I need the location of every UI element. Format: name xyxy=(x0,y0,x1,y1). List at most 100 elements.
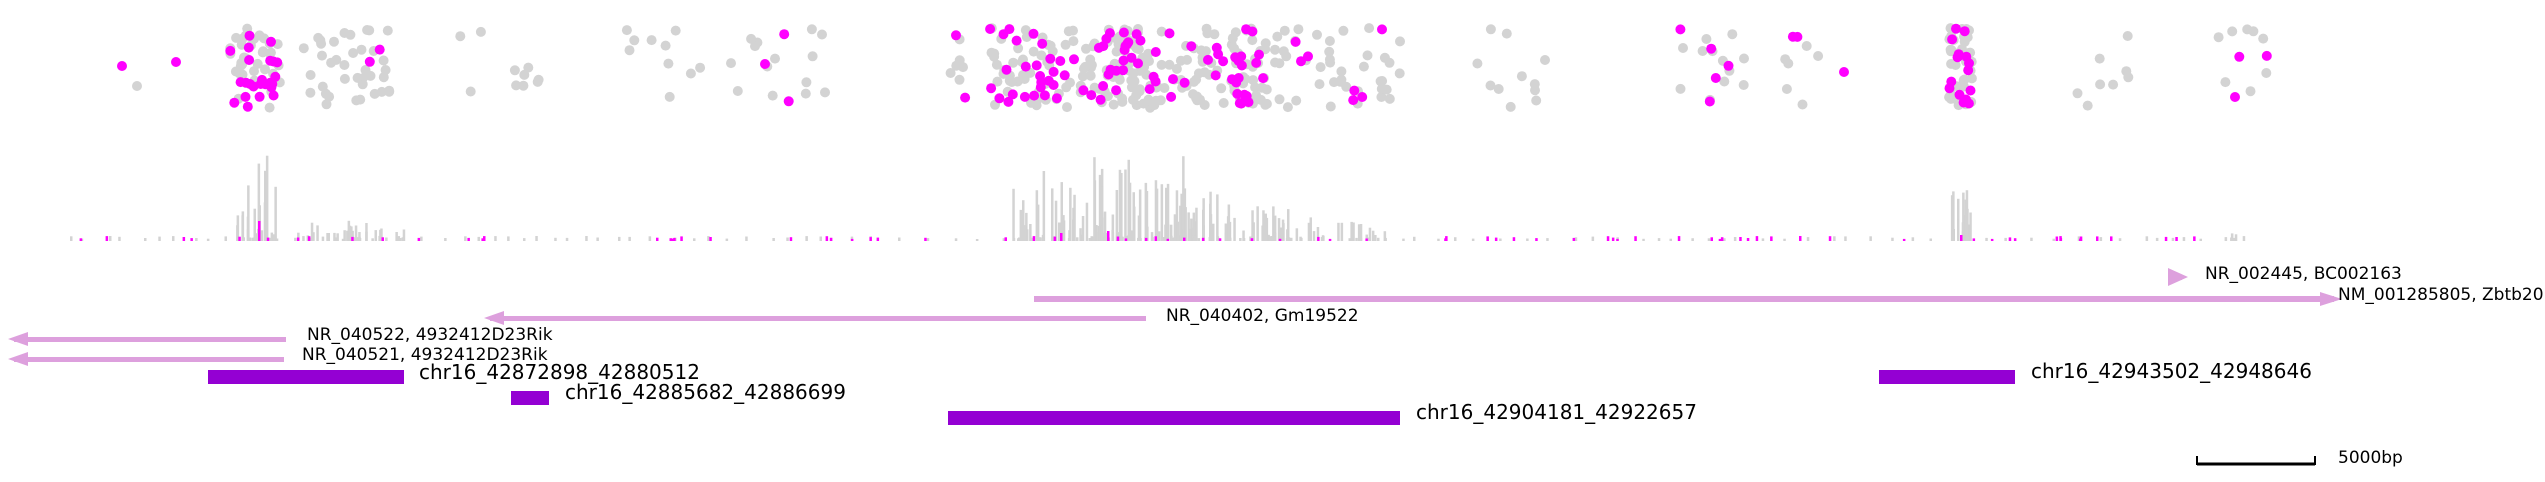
coverage-bar xyxy=(1272,206,1275,241)
coverage-bar xyxy=(954,238,958,241)
coverage-bar xyxy=(1085,202,1089,241)
highlighted-point xyxy=(1710,73,1721,83)
background-point xyxy=(1364,23,1375,34)
coverage-bar xyxy=(1574,237,1578,241)
highlight-coverage-bar xyxy=(1201,237,1205,241)
coverage-bar xyxy=(1145,223,1148,241)
highlight-coverage-bar xyxy=(190,238,193,241)
background-point xyxy=(1274,94,1285,105)
coverage-bar-track xyxy=(70,155,2246,241)
coverage-bar xyxy=(1279,227,1282,241)
coverage-bar xyxy=(1806,237,1810,241)
region-track: chr16_42872898_42880512 chr16_42885682_4… xyxy=(208,359,2312,425)
highlight-coverage-bar xyxy=(924,237,927,241)
background-point xyxy=(2082,100,2093,111)
background-point xyxy=(1036,50,1047,61)
highlight-coverage-bar xyxy=(656,237,659,241)
coverage-bar xyxy=(358,232,361,241)
coverage-bar xyxy=(420,236,423,241)
coverage-bar xyxy=(252,237,255,241)
background-point xyxy=(305,70,316,80)
coverage-bar xyxy=(1350,221,1353,241)
coverage-bar xyxy=(118,236,121,241)
coverage-bar xyxy=(1249,236,1252,241)
coverage-bar xyxy=(1068,230,1071,241)
highlighted-point xyxy=(244,30,255,41)
highlighted-point xyxy=(1213,49,1224,60)
coverage-bar xyxy=(1150,232,1154,241)
coverage-bar xyxy=(1093,157,1096,241)
coverage-bar xyxy=(335,237,338,241)
coverage-bar xyxy=(494,236,497,241)
highlighted-point xyxy=(1247,26,1258,37)
background-point xyxy=(523,62,534,73)
background-point xyxy=(1376,92,1387,102)
coverage-bar xyxy=(1969,212,1972,241)
background-point xyxy=(348,48,359,58)
highlighted-point xyxy=(1098,81,1109,91)
coverage-bar xyxy=(264,170,267,241)
highlighted-point xyxy=(1254,49,1264,60)
background-point xyxy=(1065,77,1075,88)
coverage-bar xyxy=(1309,217,1312,241)
coverage-bar xyxy=(1290,237,1293,241)
gene-strand-arrow xyxy=(2168,268,2188,286)
coverage-bar xyxy=(1216,194,1219,241)
highlighted-point xyxy=(229,97,240,108)
background-point xyxy=(260,64,270,75)
highlight-coverage-bar xyxy=(2013,238,2017,241)
coverage-bar xyxy=(1359,224,1363,241)
background-point xyxy=(533,74,544,85)
background-point xyxy=(685,68,696,79)
highlight-coverage-bar xyxy=(296,237,300,241)
coverage-bar xyxy=(158,236,161,241)
coverage-bar xyxy=(1499,238,1502,241)
coverage-bar xyxy=(2145,236,2149,241)
highlighted-point xyxy=(1236,60,1247,71)
coverage-bar xyxy=(2199,238,2202,241)
gene-label: NR_040402, Gm19522 xyxy=(1166,306,1359,326)
highlighted-point xyxy=(2230,92,2240,102)
coverage-bar xyxy=(772,238,775,241)
highlight-coverage-bar xyxy=(2079,236,2083,241)
background-point xyxy=(820,87,830,98)
highlight-coverage-bar xyxy=(1060,233,1063,241)
background-point xyxy=(518,80,529,91)
coverage-bar xyxy=(1591,236,1595,241)
region-label: chr16_42872898_42880512 xyxy=(419,360,700,384)
highlighted-point xyxy=(1045,53,1056,64)
coverage-bar xyxy=(1170,237,1173,241)
highlighted-point xyxy=(1123,37,1134,48)
background-point xyxy=(1341,81,1352,92)
background-point xyxy=(1134,86,1145,97)
highlight-coverage-bar xyxy=(671,238,675,241)
coverage-bar xyxy=(1961,231,1965,241)
coverage-bar xyxy=(1184,207,1187,241)
background-point xyxy=(1193,68,1204,79)
highlighted-point xyxy=(1179,77,1190,88)
background-point xyxy=(1068,36,1079,47)
coverage-bar xyxy=(1197,238,1201,241)
highlighted-point xyxy=(1150,47,1161,57)
highlight-coverage-bar xyxy=(2055,236,2059,241)
gene-label: NR_040522, 4932412D23Rik xyxy=(307,325,553,345)
coverage-bar xyxy=(1062,215,1065,241)
coverage-bar xyxy=(1242,238,1246,241)
background-point xyxy=(2227,26,2238,37)
background-point xyxy=(1966,73,1977,84)
highlighted-point xyxy=(1944,83,1955,94)
coverage-bar xyxy=(1212,223,1215,241)
coverage-bar xyxy=(1312,231,1316,241)
coverage-bar xyxy=(745,236,748,241)
highlighted-point xyxy=(960,92,971,103)
highlight-coverage-bar xyxy=(825,236,829,241)
background-point xyxy=(750,41,760,52)
background-point xyxy=(1018,70,1028,80)
highlighted-point xyxy=(1059,70,1070,81)
coverage-bar xyxy=(926,238,930,241)
score-scatter-track xyxy=(117,23,2272,113)
coverage-bar xyxy=(248,237,252,241)
coverage-bar xyxy=(1067,238,1071,241)
highlighted-point xyxy=(1839,67,1849,77)
coverage-bar xyxy=(1120,173,1123,241)
